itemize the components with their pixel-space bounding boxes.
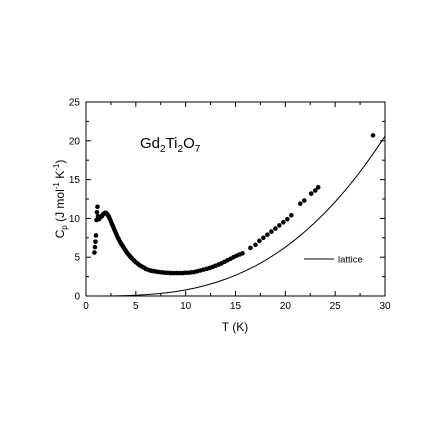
x-tick-label: 15 <box>230 301 242 312</box>
lattice-line-layer <box>86 135 385 296</box>
data-point <box>308 191 314 196</box>
lattice-line <box>86 135 385 296</box>
data-point <box>273 226 278 231</box>
y-tick-label: 25 <box>69 98 81 109</box>
data-point <box>93 233 99 238</box>
data-point <box>297 201 303 206</box>
x-tick-label: 0 <box>83 301 89 312</box>
y-tick-label: 15 <box>69 175 81 186</box>
y-tick-label: 0 <box>74 292 80 303</box>
data-point <box>248 245 253 251</box>
x-tick-label: 25 <box>330 301 342 312</box>
data-point <box>312 188 318 193</box>
plot-frame <box>85 101 386 297</box>
data-point <box>285 216 290 222</box>
data-point <box>370 133 376 138</box>
x-axis-ticks: 0 5 10 15 20 25 30 <box>83 102 391 312</box>
legend-label-lattice: lattice <box>338 255 363 266</box>
data-point <box>92 250 97 255</box>
data-point <box>93 239 98 244</box>
plot-area: 0 5 10 15 20 25 30 0 5 10 15 20 25 <box>69 98 391 313</box>
y-tick-label: 20 <box>69 136 81 147</box>
data-point <box>240 251 245 256</box>
y-axis-ticks: 0 5 10 15 20 25 <box>69 98 385 303</box>
data-point <box>92 244 98 250</box>
data-point <box>94 209 100 215</box>
x-tick-label: 10 <box>180 301 192 312</box>
data-point <box>95 204 100 210</box>
x-tick-label: 20 <box>280 301 292 312</box>
data-points-layer <box>92 133 376 276</box>
y-axis-title: Cp (J mol-1 K-1) <box>52 160 69 239</box>
y-tick-label: 10 <box>69 214 81 225</box>
data-point <box>315 185 321 190</box>
x-axis-title: T (K) <box>222 320 248 334</box>
data-point <box>289 213 294 218</box>
y-tick-label: 5 <box>74 253 80 264</box>
data-point <box>253 242 258 248</box>
x-tick-label: 30 <box>379 301 391 312</box>
data-point <box>281 219 286 225</box>
legend: lattice <box>304 255 363 266</box>
data-point <box>257 238 262 244</box>
data-point <box>277 223 282 228</box>
data-point <box>261 235 266 241</box>
data-point <box>265 232 270 237</box>
compound-annotation: Gd2Ti2O7 <box>140 135 201 155</box>
x-tick-label: 5 <box>133 301 139 312</box>
data-point <box>301 198 307 203</box>
data-point <box>269 229 274 234</box>
